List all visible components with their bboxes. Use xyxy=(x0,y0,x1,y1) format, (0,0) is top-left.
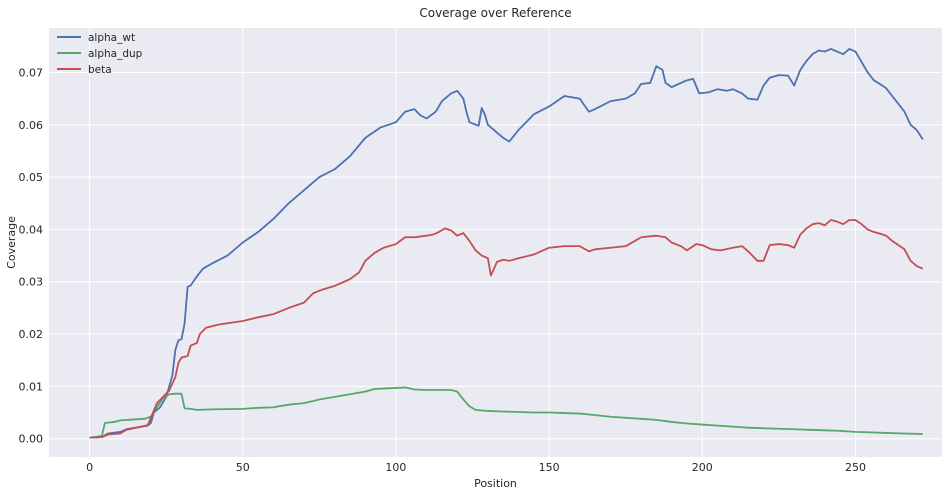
x-tick-label: 200 xyxy=(692,461,713,474)
legend-label-alpha-dup: alpha_dup xyxy=(88,48,143,60)
x-tick-label: 250 xyxy=(845,461,866,474)
y-tick-label: 0.06 xyxy=(19,119,44,132)
y-tick-label: 0.01 xyxy=(19,380,44,393)
x-tick-label: 50 xyxy=(236,461,250,474)
series-line-alpha-wt xyxy=(89,48,924,439)
x-axis-label: Position xyxy=(474,477,517,490)
series-line-beta xyxy=(89,219,924,439)
tick-labels: 0 50 100 150 200 250 0.00 0.01 0.02 0.03 0.04 0.05 0… xyxy=(19,66,866,474)
y-tick-label: 0.07 xyxy=(19,66,44,79)
y-axis-label: Coverage xyxy=(5,216,18,269)
y-tick-label: 0.00 xyxy=(19,433,44,446)
legend-label-beta: beta xyxy=(88,64,112,76)
series-line-alpha-dup xyxy=(89,386,923,439)
chart-title: Coverage over Reference xyxy=(419,6,571,20)
series-lines xyxy=(89,48,924,439)
plot-background xyxy=(49,28,942,457)
grid xyxy=(49,28,942,457)
x-tick-label: 100 xyxy=(385,461,406,474)
x-tick-label: 0 xyxy=(86,461,93,474)
y-tick-label: 0.02 xyxy=(19,328,44,341)
y-tick-label: 0.03 xyxy=(19,276,44,289)
y-tick-label: 0.04 xyxy=(19,223,44,236)
x-tick-label: 150 xyxy=(539,461,560,474)
y-tick-label: 0.05 xyxy=(19,171,44,184)
legend-label-alpha-wt: alpha_wt xyxy=(88,32,135,44)
